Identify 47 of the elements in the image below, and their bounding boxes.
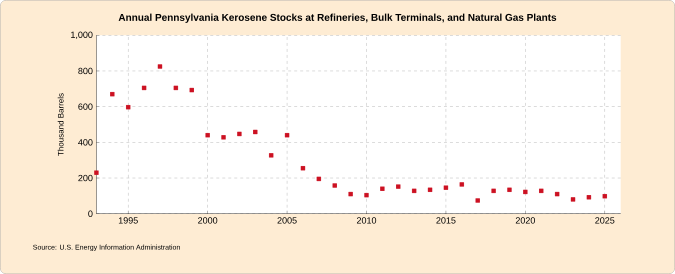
point [158,64,162,69]
point [110,92,115,96]
x-tick-label: 2025 [595,217,614,224]
y-tick-label: 800 [78,68,93,74]
point [284,132,290,138]
point [300,166,306,170]
point [554,192,560,196]
point [444,185,448,190]
point [142,86,146,90]
point [332,183,337,188]
point [190,88,194,92]
y-tick-label: 600 [78,103,93,110]
point [491,188,496,194]
point [476,198,480,203]
point [221,135,226,140]
point [523,190,528,194]
x-tick-label: 2020 [516,217,536,224]
y-tick-label: 400 [78,139,93,146]
point [396,184,400,189]
point [364,192,369,198]
x-tick-label: 2000 [198,217,218,224]
y-tick-label: 1,000 [71,32,93,39]
point [507,188,512,192]
point [348,192,353,196]
chart-title: Annual Pennsylvania Kerosene Stocks at Refineries, Bulk Terminals, and Natural Gas Plants [118,14,556,23]
x-tick-label: 2015 [436,217,456,224]
x-tick-label: 1995 [118,217,138,224]
x-tick-label: 2010 [356,217,376,224]
point [412,188,416,194]
point [126,104,130,110]
point [237,132,242,136]
point [586,195,592,200]
point [380,186,385,191]
point [94,170,99,175]
point [460,182,464,187]
point [539,188,544,194]
y-tick-label: 0 [88,210,93,217]
x-tick-label: 2005 [278,217,297,224]
point [253,130,258,134]
point [428,188,432,192]
point [570,197,576,202]
point [268,153,274,158]
y-tick-label: 200 [78,174,93,182]
point [174,86,178,90]
point [205,132,210,138]
point [602,194,607,198]
point [316,176,322,182]
